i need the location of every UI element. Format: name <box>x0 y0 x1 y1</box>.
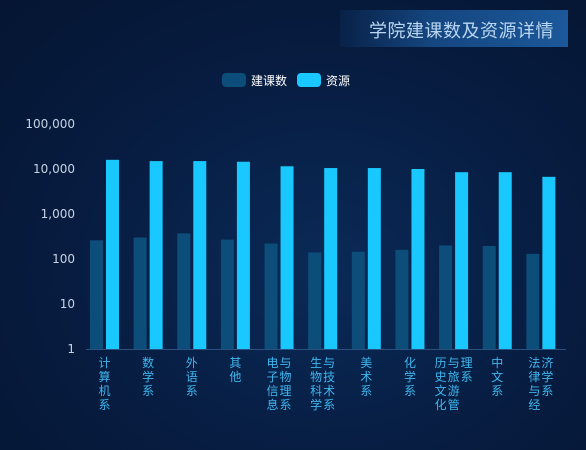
bar-resources <box>193 161 207 349</box>
x-category-label: 法律与经济学系 <box>528 355 553 412</box>
bar-courses <box>351 251 365 349</box>
legend-item-courses[interactable]: 建课数 <box>222 72 287 89</box>
x-category-label: 生物科学与技术系 <box>310 356 335 412</box>
x-category-label: 数学系 <box>142 355 154 398</box>
y-tick-label: 100,000 <box>25 117 75 131</box>
bar-courses <box>439 245 453 349</box>
legend-item-resources[interactable]: 资源 <box>297 72 350 89</box>
y-tick-label: 10,000 <box>33 162 75 176</box>
x-category-label: 化学系 <box>404 356 416 398</box>
legend-label-resources: 资源 <box>326 73 351 88</box>
bar-courses <box>264 243 278 349</box>
y-tick-label: 100 <box>52 252 75 266</box>
y-tick-label: 10 <box>60 297 75 311</box>
x-category-label: 其他 <box>229 356 241 384</box>
bar-resources <box>106 159 119 349</box>
bar-courses <box>133 237 147 349</box>
x-category-label: 美术系 <box>360 356 372 398</box>
bar-courses <box>526 253 540 349</box>
bar-resources <box>542 176 556 349</box>
y-tick-label: 1 <box>67 342 75 356</box>
bar-resources <box>455 172 469 349</box>
x-category-label: 中文系 <box>491 355 503 398</box>
title-bar: 学院建课数及资源详情 <box>340 10 568 47</box>
bar-courses <box>395 249 409 349</box>
bar-resources <box>236 161 250 349</box>
bar-courses <box>177 233 191 349</box>
x-category-label: 历史文化与旅游管理系 <box>435 356 473 412</box>
bar-courses <box>308 252 322 349</box>
bar-resources <box>149 161 163 349</box>
bar-resources <box>498 172 512 349</box>
bar-resources <box>280 166 294 349</box>
x-category-label: 计算机系 <box>98 356 110 412</box>
x-category-label: 外语系 <box>186 356 198 398</box>
chart-title: 学院建课数及资源详情 <box>369 21 554 42</box>
legend-label-courses: 建课数 <box>251 73 288 88</box>
bar-resources <box>324 168 338 349</box>
bar-courses <box>90 240 103 349</box>
legend: 建课数 资源 <box>222 72 360 88</box>
x-category-label: 电子信息与物理系 <box>267 356 292 412</box>
bar-courses <box>482 245 496 349</box>
legend-swatch-resources <box>297 73 322 87</box>
y-tick-label: 1,000 <box>41 207 75 221</box>
bar-resources <box>367 168 381 349</box>
bar-courses <box>220 239 234 349</box>
bar-resources <box>411 169 425 349</box>
legend-swatch-courses <box>222 73 246 87</box>
